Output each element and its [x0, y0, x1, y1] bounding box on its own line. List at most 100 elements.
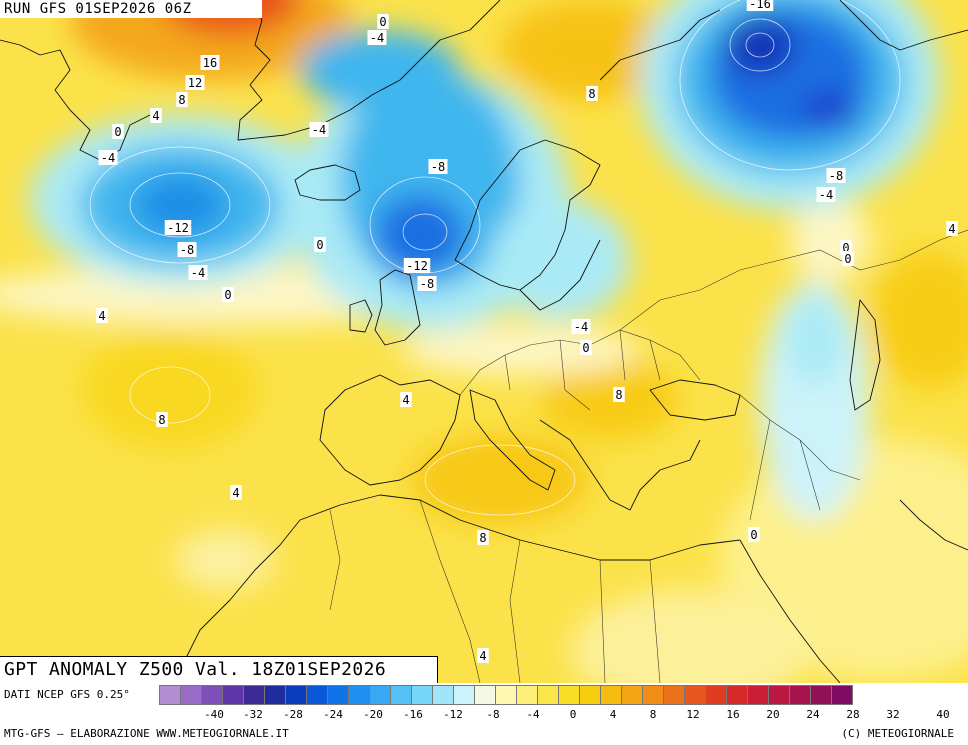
- contour-label-bg: [230, 485, 242, 500]
- color-scale-tick: -40: [204, 708, 224, 721]
- contour-label-bg: [377, 14, 389, 29]
- borders-north-africa: [329, 499, 661, 683]
- contour-label: 8: [615, 388, 622, 402]
- color-swatch: [264, 685, 286, 705]
- color-scale-tick: -12: [443, 708, 463, 721]
- warm-azores: [80, 330, 260, 450]
- color-scale-tick: 4: [609, 708, 617, 721]
- color-scale-bar: [159, 685, 853, 705]
- color-swatch: [558, 685, 580, 705]
- contour-label-bg: [580, 340, 592, 355]
- color-swatch: [684, 685, 706, 705]
- coast-baltic: [519, 239, 601, 311]
- data-source: DATI NCEP GFS 0.25°: [4, 688, 130, 701]
- color-swatch: [285, 685, 307, 705]
- contour-label-bg: [477, 648, 489, 663]
- color-swatch: [537, 685, 559, 705]
- contour-label: -12: [167, 221, 189, 235]
- borders-russia: [619, 229, 968, 331]
- color-swatch: [453, 685, 475, 705]
- coast-scandinavia: [454, 139, 601, 291]
- contour-label: -8: [180, 243, 194, 257]
- coast-africa: [299, 494, 741, 561]
- color-swatch: [747, 685, 769, 705]
- coast-novaya: [839, 0, 968, 51]
- neutral-band-europe: [400, 325, 640, 375]
- credit-line: MTG-GFS — ELABORAZIONE WWW.METEOGIORNALE…: [4, 727, 289, 740]
- contour-label-bg: [96, 308, 108, 323]
- contour-label-bg: [200, 55, 220, 70]
- contour-label: 0: [844, 252, 851, 266]
- contour-label-bg: [748, 527, 760, 542]
- contour-label-bg: [367, 30, 387, 45]
- contour-label-bg: [176, 92, 188, 107]
- legend: DATI NCEP GFS 0.25° -40 -32 -28 -24 -20 -16 -1…: [0, 683, 968, 745]
- contour-label: 0: [114, 125, 121, 139]
- isoline-warm-azores: [129, 366, 211, 424]
- color-swatch: [789, 685, 811, 705]
- contour-label: -4: [191, 266, 205, 280]
- contour-label: 4: [402, 393, 409, 407]
- neutral-africa: [175, 530, 275, 590]
- color-swatch: [348, 685, 370, 705]
- contour-label: -8: [420, 277, 434, 291]
- coast-caspian: [849, 299, 881, 411]
- color-swatch: [579, 685, 601, 705]
- cold-north-sea-core: [375, 195, 465, 275]
- color-swatch: [516, 685, 538, 705]
- color-scale-tick: -16: [403, 708, 423, 721]
- contour-label: 16: [203, 56, 217, 70]
- coast-britain: [374, 269, 421, 346]
- coast-greenland: [237, 0, 501, 141]
- color-scale-tick: -20: [363, 708, 383, 721]
- contour-labels: 0-41612840-4-4-8-12-8-400-12-88-16-8-400…: [96, 0, 958, 663]
- copyright: (C) METEOGIORNALE: [841, 727, 954, 740]
- color-swatch: [621, 685, 643, 705]
- color-swatch: [705, 685, 727, 705]
- coast-balkans: [539, 419, 701, 511]
- contour-label-bg: [222, 287, 234, 302]
- color-scale-tick: 24: [806, 708, 820, 721]
- contour-label-bg: [586, 86, 598, 101]
- color-scale-tick: -28: [283, 708, 303, 721]
- warm-east: [870, 250, 968, 390]
- contour-label-bg: [156, 412, 168, 427]
- coast-blacksea: [649, 379, 741, 421]
- color-scale-tick: 40: [936, 708, 950, 721]
- contour-label-bg: [477, 530, 489, 545]
- coast-north-russia: [599, 9, 721, 81]
- contour-label: 0: [316, 238, 323, 252]
- contour-label-bg: [185, 75, 205, 90]
- color-scale-tick: 20: [766, 708, 780, 721]
- isoline-ru-cold-1: [679, 0, 901, 171]
- isoline-ru-cold-2: [729, 18, 791, 72]
- contour-label: 4: [98, 309, 105, 323]
- color-swatch: [243, 685, 265, 705]
- coast-iberia: [319, 374, 461, 486]
- isoline-west-cold-1: [89, 146, 271, 264]
- contour-label-bg: [946, 221, 958, 236]
- color-scale-ticks: -40 -32 -28 -24 -20 -16 -12 -8 -4 0 4 8 12 16 20 24 28 32…: [160, 708, 968, 724]
- color-swatch: [810, 685, 832, 705]
- neutral-east: [790, 200, 870, 280]
- cold-west-atlantic-core: [135, 175, 225, 235]
- contour-label-bg: [188, 265, 208, 280]
- contour-label: 0: [379, 15, 386, 29]
- contour-label-bg: [746, 0, 774, 11]
- contour-label: 4: [948, 222, 955, 236]
- contour-label: -8: [431, 160, 445, 174]
- contour-label: 8: [588, 87, 595, 101]
- color-swatch: [180, 685, 202, 705]
- color-scale-tick: -32: [243, 708, 263, 721]
- warm-norway-sea: [500, 0, 680, 100]
- color-swatch: [642, 685, 664, 705]
- color-scale-tick: 28: [846, 708, 860, 721]
- contour-label: 0: [224, 288, 231, 302]
- contour-label-bg: [826, 168, 846, 183]
- run-label: RUN GFS 01SEP2026 06Z: [0, 0, 262, 18]
- cold-middle-east-core: [785, 295, 845, 385]
- contour-label: 0: [842, 241, 849, 255]
- cold-scandinavia: [490, 200, 630, 320]
- contour-label: 12: [188, 76, 202, 90]
- isoline-warm-med: [424, 444, 576, 516]
